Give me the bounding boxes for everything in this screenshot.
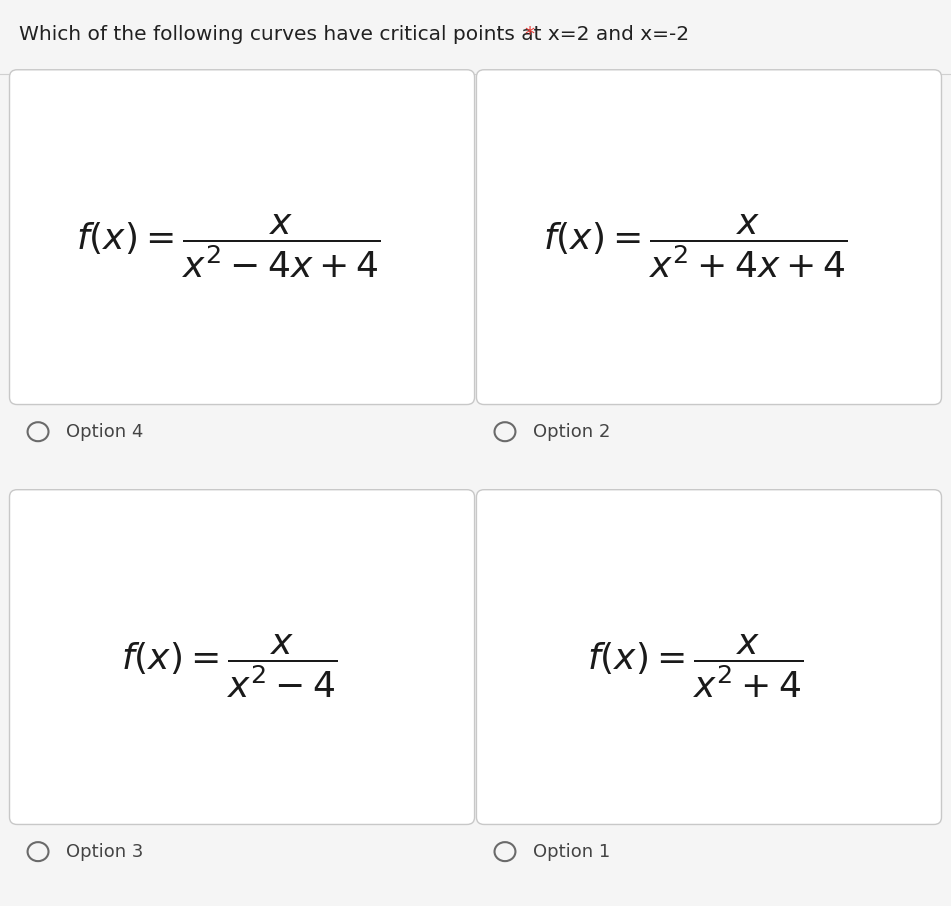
Text: Option 3: Option 3	[66, 843, 143, 861]
Text: $f(x) = \dfrac{x}{x^2 - 4}$: $f(x) = \dfrac{x}{x^2 - 4}$	[121, 633, 337, 700]
Text: $f(x) = \dfrac{x}{x^2 - 4x + 4}$: $f(x) = \dfrac{x}{x^2 - 4x + 4}$	[76, 213, 381, 281]
FancyBboxPatch shape	[476, 489, 941, 824]
Text: Option 2: Option 2	[533, 423, 610, 440]
Text: Option 4: Option 4	[66, 423, 143, 440]
Text: $f(x) = \dfrac{x}{x^2 + 4}$: $f(x) = \dfrac{x}{x^2 + 4}$	[588, 633, 804, 700]
FancyBboxPatch shape	[476, 70, 941, 404]
Text: Option 1: Option 1	[533, 843, 610, 861]
Text: $f(x) = \dfrac{x}{x^2 + 4x + 4}$: $f(x) = \dfrac{x}{x^2 + 4x + 4}$	[543, 213, 848, 281]
Text: *: *	[524, 25, 534, 44]
FancyBboxPatch shape	[10, 489, 475, 824]
FancyBboxPatch shape	[10, 70, 475, 404]
Text: Which of the following curves have critical points at x=2 and x=-2: Which of the following curves have criti…	[19, 25, 695, 44]
